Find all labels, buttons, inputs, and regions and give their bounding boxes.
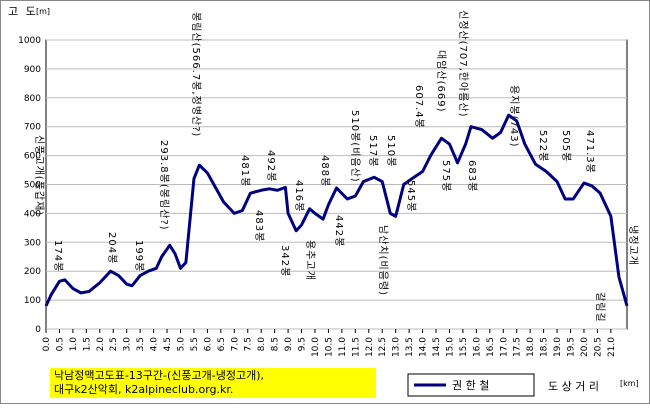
x-label: 도 상 거 리 [548,380,599,393]
annotation: 416봉 [293,180,305,212]
y-tick-label: 900 [24,65,41,75]
annotation: 510봉(비음산) [349,110,361,183]
x-tick-label: 7.5 [244,337,254,351]
x-tick-label: 19.5 [567,337,577,357]
x-tick-label: 10.5 [324,337,334,357]
x-tick-label: 6.0 [203,337,213,352]
annotation: 신정산(707,한아름산) [457,10,469,117]
x-tick-label: 8.5 [271,337,281,351]
annotation: 신풍고개(풍갑재) [33,135,45,216]
annotation: 갈림길 [594,292,607,323]
x-tick-label: 11.5 [351,337,361,357]
annotation: 545봉 [405,180,417,212]
x-tick-label: 20.0 [580,337,590,357]
x-tick-label: 15.5 [459,337,469,357]
y-tick-label: 800 [24,94,41,104]
elevation-line [44,113,629,307]
x-tick-label: 11.0 [338,337,348,357]
y-tick-label: 100 [24,296,41,306]
x-tick-label: 4.5 [163,337,173,351]
x-tick-label: 0.0 [42,337,52,352]
x-unit: [km] [620,379,639,388]
annotation: 봉림산(566.7봉,정병산?) [190,12,202,137]
x-tick-label: 1.0 [69,337,79,352]
x-tick-label: 12.5 [378,337,388,357]
x-tick-label: 7.0 [230,337,240,352]
annotation: 510봉 [385,135,397,167]
x-tick-label: 13.5 [405,337,415,357]
legend [407,373,535,397]
x-tick-label: 12.0 [365,337,375,357]
x-tick-label: 18.5 [540,337,550,357]
x-tick-label: 2.5 [109,337,119,351]
x-tick-label: 13.0 [392,337,402,357]
x-tick-label: 15.0 [445,337,455,357]
annotation: 683봉 [466,160,478,192]
annotation: 481봉 [239,155,251,187]
x-tick-label: 3.5 [136,337,146,351]
x-tick-label: 17.5 [513,337,523,357]
annotation: 대암산(669) [435,50,447,113]
x-tick-label: 9.0 [284,337,294,352]
x-tick-label: 8.0 [257,337,267,352]
annotation: 174봉 [52,240,64,272]
annotation: 471.3봉 [584,130,596,174]
y-label: 고 도 [8,5,38,18]
annotation: 575봉 [440,160,452,192]
x-tick-label: 16.0 [472,337,482,357]
note-line: 낙남정맥고도표-13구간-(신풍고개-냉정고개), [54,369,264,382]
annotation: 488봉 [319,155,331,187]
annotation: 483봉 [253,210,265,242]
annotation: 293.8봉(봉림산?) [158,140,170,231]
x-tick-label: 20.5 [593,337,603,357]
annotation: 492봉 [265,150,277,182]
annotation: 522봉 [537,130,549,162]
annotation: 607.4봉 [413,85,425,129]
x-tick-label: 4.0 [150,337,160,352]
annotation: 442봉 [333,215,345,247]
y-tick-label: 0 [35,325,41,335]
x-tick-label: 5.0 [176,337,186,352]
annotation: 204봉 [106,232,118,264]
annotation: 342봉 [279,245,291,277]
y-tick-label: 200 [24,267,41,277]
legend-label: 권 한 철 [452,379,489,392]
x-tick-label: 1.5 [82,337,92,351]
note-line: 대구k2산악회, k2alpineclub.org.kr. [54,383,233,396]
y-tick-label: 700 [24,123,41,133]
x-tick-label: 19.0 [553,337,563,357]
x-tick-label: 14.0 [419,337,429,357]
annotation: 199봉 [133,240,145,272]
x-tick-label: 18.0 [526,337,536,357]
y-tick-label: 1000 [18,36,41,46]
x-tick-label: 10.0 [311,337,321,357]
annotation: 517봉 [367,135,379,167]
x-tick-label: 2.0 [96,337,106,352]
y-tick-label: 500 [24,181,41,191]
x-tick-label: 0.5 [55,337,65,351]
y-unit: [m] [36,7,50,16]
x-tick-label: 5.5 [190,337,200,351]
y-tick-label: 600 [24,152,41,162]
annotation: 남산치(비음령) [377,225,389,296]
x-tick-label: 3.0 [123,337,133,352]
annotation: 냉정고개 [627,225,639,266]
x-tick-label: 21.0 [607,337,617,357]
annotation: 505봉 [560,130,572,162]
x-tick-label: 14.5 [432,337,442,357]
note-box [50,368,376,398]
x-tick-label: 9.5 [298,337,308,351]
y-tick-label: 400 [24,209,41,219]
x-tick-label: 17.0 [499,337,509,357]
x-tick-label: 16.5 [486,337,496,357]
y-tick-label: 300 [24,238,41,248]
x-tick-label: 6.5 [217,337,227,351]
annotation: 용추고개 [304,240,316,281]
annotation: 용지봉(743) [508,85,520,148]
